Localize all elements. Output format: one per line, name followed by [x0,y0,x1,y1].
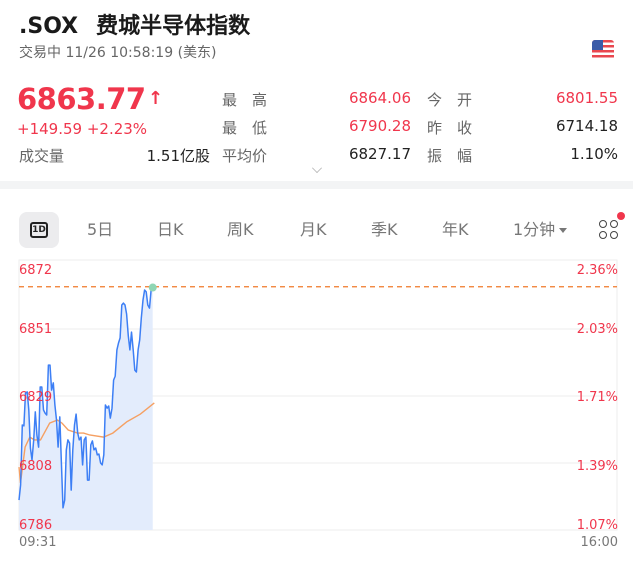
stat-value: 6714.18 [555,117,618,135]
y-right-tick-label: 1.39% [576,459,618,474]
index-name: 费城半导体指数 [96,14,251,39]
change-percent: +2.23% [86,120,148,138]
price-line [18,287,154,509]
y-right-tick-label: 2.03% [576,322,618,337]
tab-daily-k[interactable]: 日K [157,220,184,239]
tab-1d[interactable]: 1D [19,212,59,248]
caret-down-icon [559,228,568,233]
stat-label: 成交量 [19,147,65,165]
tab-label: 1D [30,222,48,238]
y-right-tick-label: 2.36% [576,263,618,278]
more-grid-icon[interactable] [599,220,619,240]
stat-value: 6790.28 [348,117,411,135]
stat-label: 昨 收 [427,119,473,137]
stat-value: 1.10% [570,145,618,163]
last-price-dot [148,283,157,292]
stat-label: 今 开 [427,91,473,109]
price-area [19,287,153,530]
stat-label: 最 高 [222,91,268,109]
x-tick-label: 16:00 [580,535,618,550]
y-right-tick-label: 1.71% [576,390,618,405]
stat-value: 6864.06 [348,89,411,107]
x-tick-label: 09:31 [19,535,57,550]
tab-weekly-k[interactable]: 周K [227,220,254,239]
tab-interval-dropdown[interactable]: 1分钟 [513,212,568,248]
chart-frame [18,259,618,531]
stat-value: 1.51亿股 [146,147,210,165]
y-tick-label: 6829 [19,390,53,405]
y-right-tick-label: 1.07% [576,518,618,533]
stat-label: 振 幅 [427,147,473,165]
trading-status: 交易中 11/26 10:58:19 (美东) [19,45,217,61]
tab-5day[interactable]: 5日 [87,220,114,239]
notification-dot [617,212,625,220]
arrow-up-icon: ↑ [148,88,164,109]
y-tick-label: 6872 [19,263,53,278]
page-title: .SOX 费城半导体指数 [19,8,250,40]
last-price: 6863.77 [17,82,146,116]
symbol: .SOX [19,14,79,39]
change-value: +149.59 [17,120,83,138]
tab-quarterly-k[interactable]: 季K [371,220,398,239]
tab-monthly-k[interactable]: 月K [300,220,327,239]
y-tick-label: 6786 [19,518,53,533]
stat-value: 6801.55 [555,89,618,107]
average-price-line [18,402,155,483]
y-tick-label: 6851 [19,322,53,337]
stat-label: 平均价 [222,147,268,165]
tab-yearly-k[interactable]: 年K [442,220,469,239]
us-flag-icon [592,40,614,60]
y-tick-label: 6808 [19,459,53,474]
stat-value: 6827.17 [348,145,411,163]
stat-label: 最 低 [222,119,268,137]
divider [0,181,633,189]
price-change: +149.59 +2.23% [17,120,147,138]
interval-label: 1分钟 [513,220,556,239]
chart-period-tabs: 1D 5日 日K 周K 月K 季K 年K 1分钟 [19,212,629,248]
